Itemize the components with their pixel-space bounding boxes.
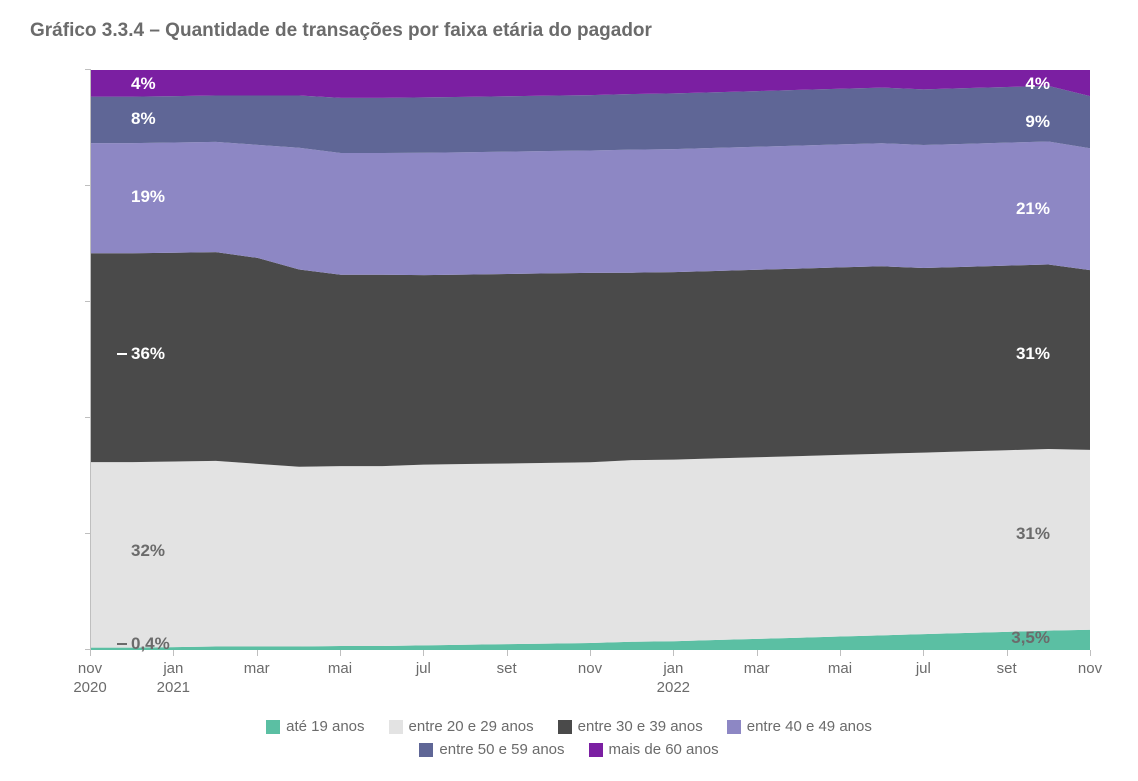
x-axis-label: mar: [744, 660, 770, 679]
y-tick: [85, 301, 91, 302]
data-label: 4%: [131, 74, 156, 94]
x-tick: [673, 650, 674, 656]
x-tick: [340, 650, 341, 656]
area-series: [91, 86, 1090, 153]
x-tick: [1007, 650, 1008, 656]
legend-label: mais de 60 anos: [609, 741, 719, 758]
data-label: 9%: [1025, 112, 1050, 132]
y-tick: [85, 417, 91, 418]
data-label: 31%: [1016, 524, 1050, 544]
y-tick: [85, 185, 91, 186]
legend-item: entre 30 e 39 anos: [558, 718, 703, 735]
x-axis-label: nov2020: [73, 660, 106, 698]
legend-label: entre 20 e 29 anos: [409, 718, 534, 735]
x-axis-label: mai: [828, 660, 852, 679]
data-label: 21%: [1016, 199, 1050, 219]
x-axis-label: jan2021: [157, 660, 190, 698]
label-tick: [117, 353, 127, 355]
data-label: 36%: [131, 344, 165, 364]
x-axis-label: mar: [244, 660, 270, 679]
x-axis-label: nov: [578, 660, 602, 679]
legend-label: entre 40 e 49 anos: [747, 718, 872, 735]
data-label: 3,5%: [1011, 628, 1050, 648]
data-label: 31%: [1016, 344, 1050, 364]
legend-item: mais de 60 anos: [589, 741, 719, 758]
x-tick: [923, 650, 924, 656]
x-tick: [423, 650, 424, 656]
legend-item: entre 40 e 49 anos: [727, 718, 872, 735]
legend-swatch: [389, 720, 403, 734]
x-axis-label: jan2022: [657, 660, 690, 698]
x-axis: nov2020jan2021marmaijulsetnovjan2022marm…: [90, 656, 1090, 706]
x-tick: [90, 650, 91, 656]
data-label: 4%: [1025, 74, 1050, 94]
x-tick: [173, 650, 174, 656]
chart-title: Gráfico 3.3.4 – Quantidade de transações…: [30, 20, 1108, 42]
chart-container: 4%8%19%36%32%0,4%4%9%21%31%31%3,5% nov20…: [90, 70, 1090, 706]
legend-label: até 19 anos: [286, 718, 364, 735]
x-tick: [257, 650, 258, 656]
data-label: 32%: [131, 541, 165, 561]
data-label: 8%: [131, 109, 156, 129]
x-tick: [1090, 650, 1091, 656]
legend-label: entre 30 e 39 anos: [578, 718, 703, 735]
stacked-area-svg: [91, 70, 1090, 650]
legend-swatch: [727, 720, 741, 734]
data-label: 19%: [131, 187, 165, 207]
legend-swatch: [266, 720, 280, 734]
plot-area: 4%8%19%36%32%0,4%4%9%21%31%31%3,5%: [90, 70, 1090, 650]
x-axis-label: jul: [416, 660, 431, 679]
data-label: 0,4%: [131, 634, 170, 654]
legend: até 19 anos entre 20 e 29 anos entre 30 e …: [209, 718, 929, 758]
legend-label: entre 50 e 59 anos: [439, 741, 564, 758]
area-series: [91, 252, 1090, 467]
x-axis-label: set: [497, 660, 517, 679]
legend-item: entre 50 e 59 anos: [419, 741, 564, 758]
x-axis-label: nov: [1078, 660, 1102, 679]
legend-swatch: [419, 743, 433, 757]
x-tick: [840, 650, 841, 656]
legend-swatch: [589, 743, 603, 757]
x-tick: [590, 650, 591, 656]
y-tick: [85, 69, 91, 70]
legend-item: até 19 anos: [266, 718, 364, 735]
label-tick: [117, 643, 127, 645]
y-tick: [85, 533, 91, 534]
area-series: [91, 141, 1090, 275]
area-series: [91, 449, 1090, 648]
x-axis-label: set: [997, 660, 1017, 679]
x-axis-label: jul: [916, 660, 931, 679]
x-tick: [757, 650, 758, 656]
x-tick: [507, 650, 508, 656]
legend-item: entre 20 e 29 anos: [389, 718, 534, 735]
x-axis-label: mai: [328, 660, 352, 679]
legend-swatch: [558, 720, 572, 734]
